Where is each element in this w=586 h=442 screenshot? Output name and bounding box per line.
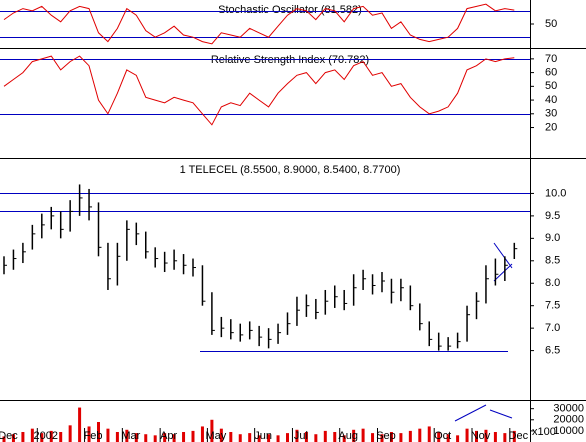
volume-bar <box>182 432 186 442</box>
volume-bar <box>30 428 34 442</box>
volume-bar <box>446 434 450 442</box>
volume-bar <box>163 433 167 442</box>
volume-bar <box>248 433 252 442</box>
volume-trend-line <box>454 404 487 422</box>
x-tick-label: Dec <box>509 430 529 442</box>
y-tick-label: 7.5 <box>545 300 560 312</box>
volume-bar <box>342 435 346 442</box>
volume-bar <box>427 426 431 442</box>
x-tick-label: Jul <box>294 430 308 442</box>
volume-bar <box>172 434 176 442</box>
volume-bar <box>323 430 327 442</box>
y-tick-label: 40 <box>545 94 557 106</box>
x-tick-label: Jun <box>254 430 272 442</box>
y-tick-label: 7.0 <box>545 322 560 334</box>
y-tick-label: 8.0 <box>545 277 560 289</box>
volume-bar <box>456 435 460 442</box>
volume-bar <box>333 432 337 442</box>
x-tick-label: Nov <box>471 430 491 442</box>
volume-bar <box>314 434 318 442</box>
y-tick-label: 6.5 <box>545 345 560 357</box>
volume-bar <box>125 429 129 442</box>
y-tick-label: 20000 <box>553 414 584 426</box>
y-tick-label: 70 <box>545 53 557 65</box>
pattern-lines <box>454 242 513 422</box>
y-tick-label: 30000 <box>553 403 584 415</box>
x-tick-label: May <box>206 430 227 442</box>
volume-bar <box>304 432 308 442</box>
volume-bar <box>200 426 204 442</box>
volume-bar <box>78 407 82 442</box>
volume-bar <box>267 434 271 442</box>
y-tick-label: 10.0 <box>545 187 566 199</box>
volume-bar <box>153 435 157 442</box>
volume-bar <box>418 428 422 442</box>
volume-bar <box>68 425 72 442</box>
volume-bar <box>286 433 289 442</box>
triangle-line <box>493 263 513 282</box>
volume-bar <box>437 432 441 442</box>
volume-trend-line <box>489 409 513 419</box>
volume-bar <box>219 428 223 442</box>
volume-bar <box>115 432 119 442</box>
unit-label: x100 <box>532 426 556 438</box>
volume-bar <box>361 428 365 442</box>
volume-bar <box>238 434 242 442</box>
volume-bar <box>399 433 403 442</box>
x-tick-label: Oct <box>434 430 451 442</box>
volume-bar <box>465 428 469 442</box>
panel-title: Stochastic Oscillator (81.582) <box>218 4 362 16</box>
volume-bar <box>512 430 516 442</box>
volume-bar <box>475 430 478 442</box>
y-tick-label: 8.5 <box>545 255 560 267</box>
volume-bar <box>144 434 148 442</box>
volume-bar <box>97 422 100 442</box>
volume-bar <box>87 426 91 442</box>
y-tick-label: 50 <box>545 18 557 30</box>
volume-bar <box>408 430 412 442</box>
volume-bar <box>49 430 53 442</box>
y-tick-label: 60 <box>545 67 557 79</box>
y-tick-label: 9.0 <box>545 232 560 244</box>
x-tick-label: Sep <box>376 430 396 442</box>
x-tick-label: Feb <box>84 430 103 442</box>
volume-bar <box>503 433 507 442</box>
y-tick-label: 30 <box>545 108 557 120</box>
indicator-line <box>3 55 515 126</box>
volume-bar <box>59 432 63 442</box>
volume-bar <box>389 432 393 442</box>
volume-bar <box>493 432 497 442</box>
x-tick-label: 2002 <box>34 430 58 442</box>
volume-bar <box>380 434 384 442</box>
volume-bar <box>40 433 44 442</box>
volume-bar <box>11 434 15 442</box>
volume-bar <box>352 429 356 442</box>
y-tick-label: 50 <box>545 80 557 92</box>
volume-bar <box>229 432 233 442</box>
volume-bar <box>484 429 488 442</box>
y-tick-label: 20 <box>545 121 557 133</box>
volume-bar <box>210 419 214 442</box>
x-tick-label: Mar <box>121 430 140 442</box>
x-tick-label: Aug <box>338 430 358 442</box>
volume-bar <box>276 435 280 442</box>
volume-bar <box>2 436 6 442</box>
panel-title: 1 TELECEL (8.5500, 8.9000, 8.5400, 8.770… <box>180 164 401 176</box>
volume-bar <box>257 435 261 442</box>
volume-bar <box>21 432 25 442</box>
triangle-line <box>493 242 513 269</box>
volume-bar <box>295 429 299 442</box>
y-tick-label: 10000 <box>553 425 584 437</box>
volume-bar <box>371 433 375 442</box>
indicator-line <box>3 3 515 45</box>
volume-bar <box>106 428 110 442</box>
volume-bar <box>191 430 195 442</box>
x-tick-label: Dec <box>0 430 18 442</box>
y-tick-label: 9.5 <box>545 210 560 222</box>
x-tick-label: Apr <box>160 430 177 442</box>
volume-bar <box>134 433 138 442</box>
